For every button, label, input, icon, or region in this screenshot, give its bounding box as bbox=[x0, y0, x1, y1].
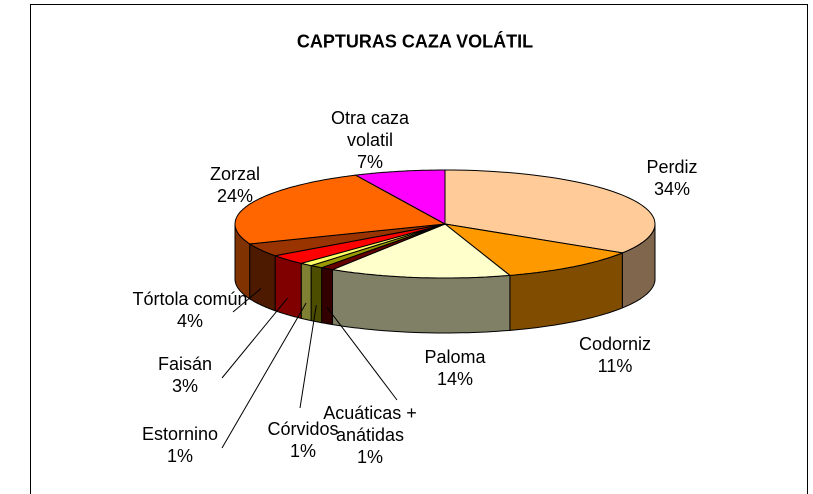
value-label: 7% bbox=[356, 152, 383, 172]
value-label: 24% bbox=[216, 186, 254, 206]
data-label: Codorniz 11% bbox=[560, 333, 670, 377]
category-label: Otra caza volatil bbox=[330, 108, 410, 150]
category-label: Zorzal bbox=[209, 164, 260, 184]
pie-slice bbox=[247, 223, 446, 257]
value-label: 3% bbox=[171, 376, 198, 396]
chart-frame bbox=[30, 4, 808, 494]
value-label: 34% bbox=[653, 179, 691, 199]
data-label: Perdiz 34% bbox=[627, 156, 717, 200]
data-label: Paloma 14% bbox=[400, 346, 510, 390]
leader-line bbox=[232, 288, 262, 313]
value-label: 11% bbox=[597, 356, 633, 376]
pie-slice bbox=[310, 223, 446, 269]
chart-title: CAPTURAS CAZA VOLÁTIL bbox=[296, 31, 534, 52]
pie-slice bbox=[330, 223, 512, 279]
leader-line bbox=[221, 302, 307, 449]
data-label: Otra caza volatil 7% bbox=[315, 107, 425, 173]
data-label: Estornino 1% bbox=[125, 423, 235, 467]
category-label: Faisán bbox=[157, 354, 213, 374]
category-label: Córvidos bbox=[267, 419, 339, 439]
category-label: Codorniz bbox=[578, 334, 652, 354]
value-label: 14% bbox=[436, 369, 474, 389]
category-label: Perdiz bbox=[646, 157, 698, 177]
value-label: 1% bbox=[289, 441, 316, 461]
data-label: Faisán 3% bbox=[140, 353, 230, 397]
pie-slice bbox=[273, 223, 446, 264]
data-label: Córvidos 1% bbox=[253, 418, 353, 462]
pie-slice-side bbox=[332, 269, 511, 334]
value-label: 1% bbox=[166, 446, 193, 466]
category-label: Paloma bbox=[424, 347, 486, 367]
pie-slice-side bbox=[321, 267, 333, 326]
pie-slice bbox=[234, 174, 447, 245]
category-label: Tórtola común bbox=[132, 289, 248, 309]
leader-line bbox=[221, 297, 288, 379]
leader-line bbox=[326, 306, 398, 401]
data-label: Zorzal 24% bbox=[190, 163, 280, 207]
pie-slice-side bbox=[310, 264, 323, 324]
pie-slice bbox=[353, 169, 446, 225]
leader-line bbox=[299, 305, 317, 409]
data-label: Tórtola común 4% bbox=[110, 288, 270, 332]
category-label: Estornino bbox=[141, 424, 219, 444]
data-label: Acuáticas + anátidas 1% bbox=[300, 402, 440, 468]
value-label: 4% bbox=[176, 311, 203, 331]
category-label: Acuáticas + anátidas bbox=[323, 403, 417, 445]
value-label: 1% bbox=[356, 447, 383, 467]
pie-slice bbox=[443, 223, 624, 276]
pie-slice-side bbox=[300, 262, 312, 322]
pie-slice bbox=[301, 223, 446, 267]
